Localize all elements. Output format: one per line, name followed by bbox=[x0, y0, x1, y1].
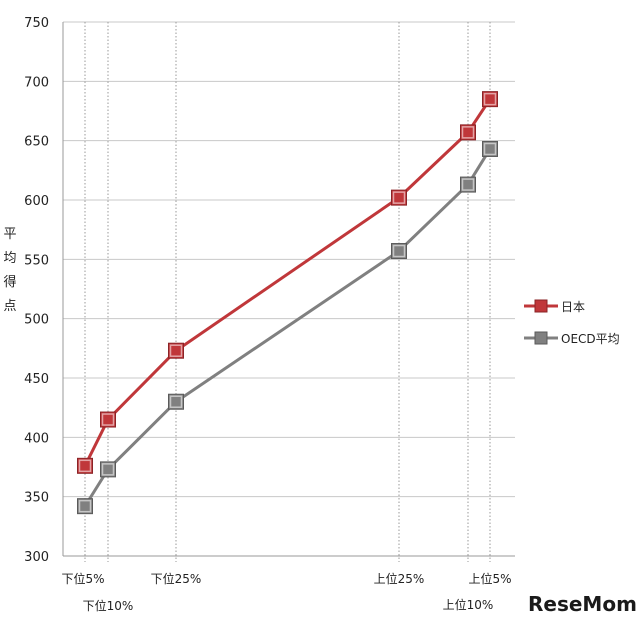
y-tick-450: 450 bbox=[24, 372, 49, 387]
marker-square bbox=[168, 393, 184, 410]
y-tick-750: 750 bbox=[24, 16, 49, 31]
x-guidelines bbox=[84, 22, 491, 562]
legend: 日本 OECD平均 bbox=[524, 299, 620, 346]
marker-square bbox=[100, 461, 116, 478]
y-label-char-3: 点 bbox=[3, 299, 16, 314]
marker-square bbox=[391, 189, 407, 206]
legend-marker-1 bbox=[534, 331, 548, 345]
marker-highlight bbox=[78, 459, 92, 473]
y-tick-400: 400 bbox=[24, 431, 49, 446]
legend-label-0: 日本 bbox=[561, 300, 585, 314]
series-lines bbox=[77, 91, 498, 515]
marker-1-1 bbox=[100, 461, 116, 478]
y-tick-500: 500 bbox=[24, 313, 49, 328]
y-label-char-0: 平 bbox=[3, 227, 16, 242]
x-tick-0: 下位5% bbox=[61, 571, 104, 586]
marker-highlight bbox=[101, 463, 115, 476]
marker-1-2 bbox=[168, 393, 184, 410]
x-tick-3: 上位25% bbox=[374, 571, 425, 586]
y-tick-300: 300 bbox=[24, 550, 49, 565]
marker-highlight bbox=[101, 413, 115, 426]
series-line-0 bbox=[83, 98, 492, 467]
y-gridlines bbox=[63, 21, 515, 498]
y-tick-labels: 300 350 400 450 500 550 600 650 700 750 bbox=[24, 16, 49, 565]
marker-1-5 bbox=[482, 140, 498, 157]
x-tick-4: 上位10% bbox=[443, 597, 494, 612]
marker-highlight bbox=[461, 178, 475, 191]
marker-1-3 bbox=[391, 243, 407, 260]
marker-1-4 bbox=[460, 176, 476, 193]
x-tick-1: 下位10% bbox=[83, 598, 134, 613]
y-label-char-1: 均 bbox=[3, 251, 16, 266]
marker-0-3 bbox=[391, 189, 407, 206]
y-tick-700: 700 bbox=[24, 75, 49, 90]
y-tick-650: 650 bbox=[24, 135, 49, 150]
y-tick-550: 550 bbox=[24, 253, 49, 268]
legend-label-1: OECD平均 bbox=[561, 332, 620, 346]
marker-square bbox=[391, 243, 407, 260]
marker-0-0 bbox=[77, 457, 93, 474]
marker-square bbox=[482, 91, 498, 108]
series-line-1 bbox=[83, 148, 492, 507]
marker-0-4 bbox=[460, 124, 476, 141]
marker-square bbox=[482, 140, 498, 157]
y-tick-350: 350 bbox=[24, 491, 49, 506]
marker-square bbox=[460, 124, 476, 141]
x-tick-2: 下位25% bbox=[151, 571, 202, 586]
x-tick-5: 上位5% bbox=[468, 571, 511, 586]
marker-0-2 bbox=[168, 342, 184, 359]
marker-square bbox=[77, 457, 93, 474]
marker-highlight bbox=[169, 395, 183, 408]
marker-highlight bbox=[392, 244, 406, 258]
watermark: ReseMom bbox=[528, 592, 637, 616]
marker-highlight bbox=[78, 499, 92, 513]
marker-highlight bbox=[169, 344, 183, 357]
marker-square bbox=[460, 176, 476, 193]
marker-square bbox=[77, 498, 93, 515]
marker-0-5 bbox=[482, 91, 498, 108]
marker-highlight bbox=[392, 191, 406, 204]
legend-marker-0 bbox=[534, 299, 548, 313]
marker-1-0 bbox=[77, 498, 93, 515]
marker-highlight bbox=[483, 142, 497, 156]
marker-0-1 bbox=[100, 411, 116, 428]
y-label-char-2: 得 bbox=[3, 274, 16, 290]
marker-square bbox=[100, 411, 116, 428]
marker-highlight bbox=[461, 126, 475, 139]
marker-highlight bbox=[483, 92, 497, 106]
y-tick-600: 600 bbox=[24, 194, 49, 209]
marker-square bbox=[168, 342, 184, 359]
x-tick-labels: 下位5% 下位10% 下位25% 上位25% 上位10% 上位5% bbox=[61, 571, 511, 613]
